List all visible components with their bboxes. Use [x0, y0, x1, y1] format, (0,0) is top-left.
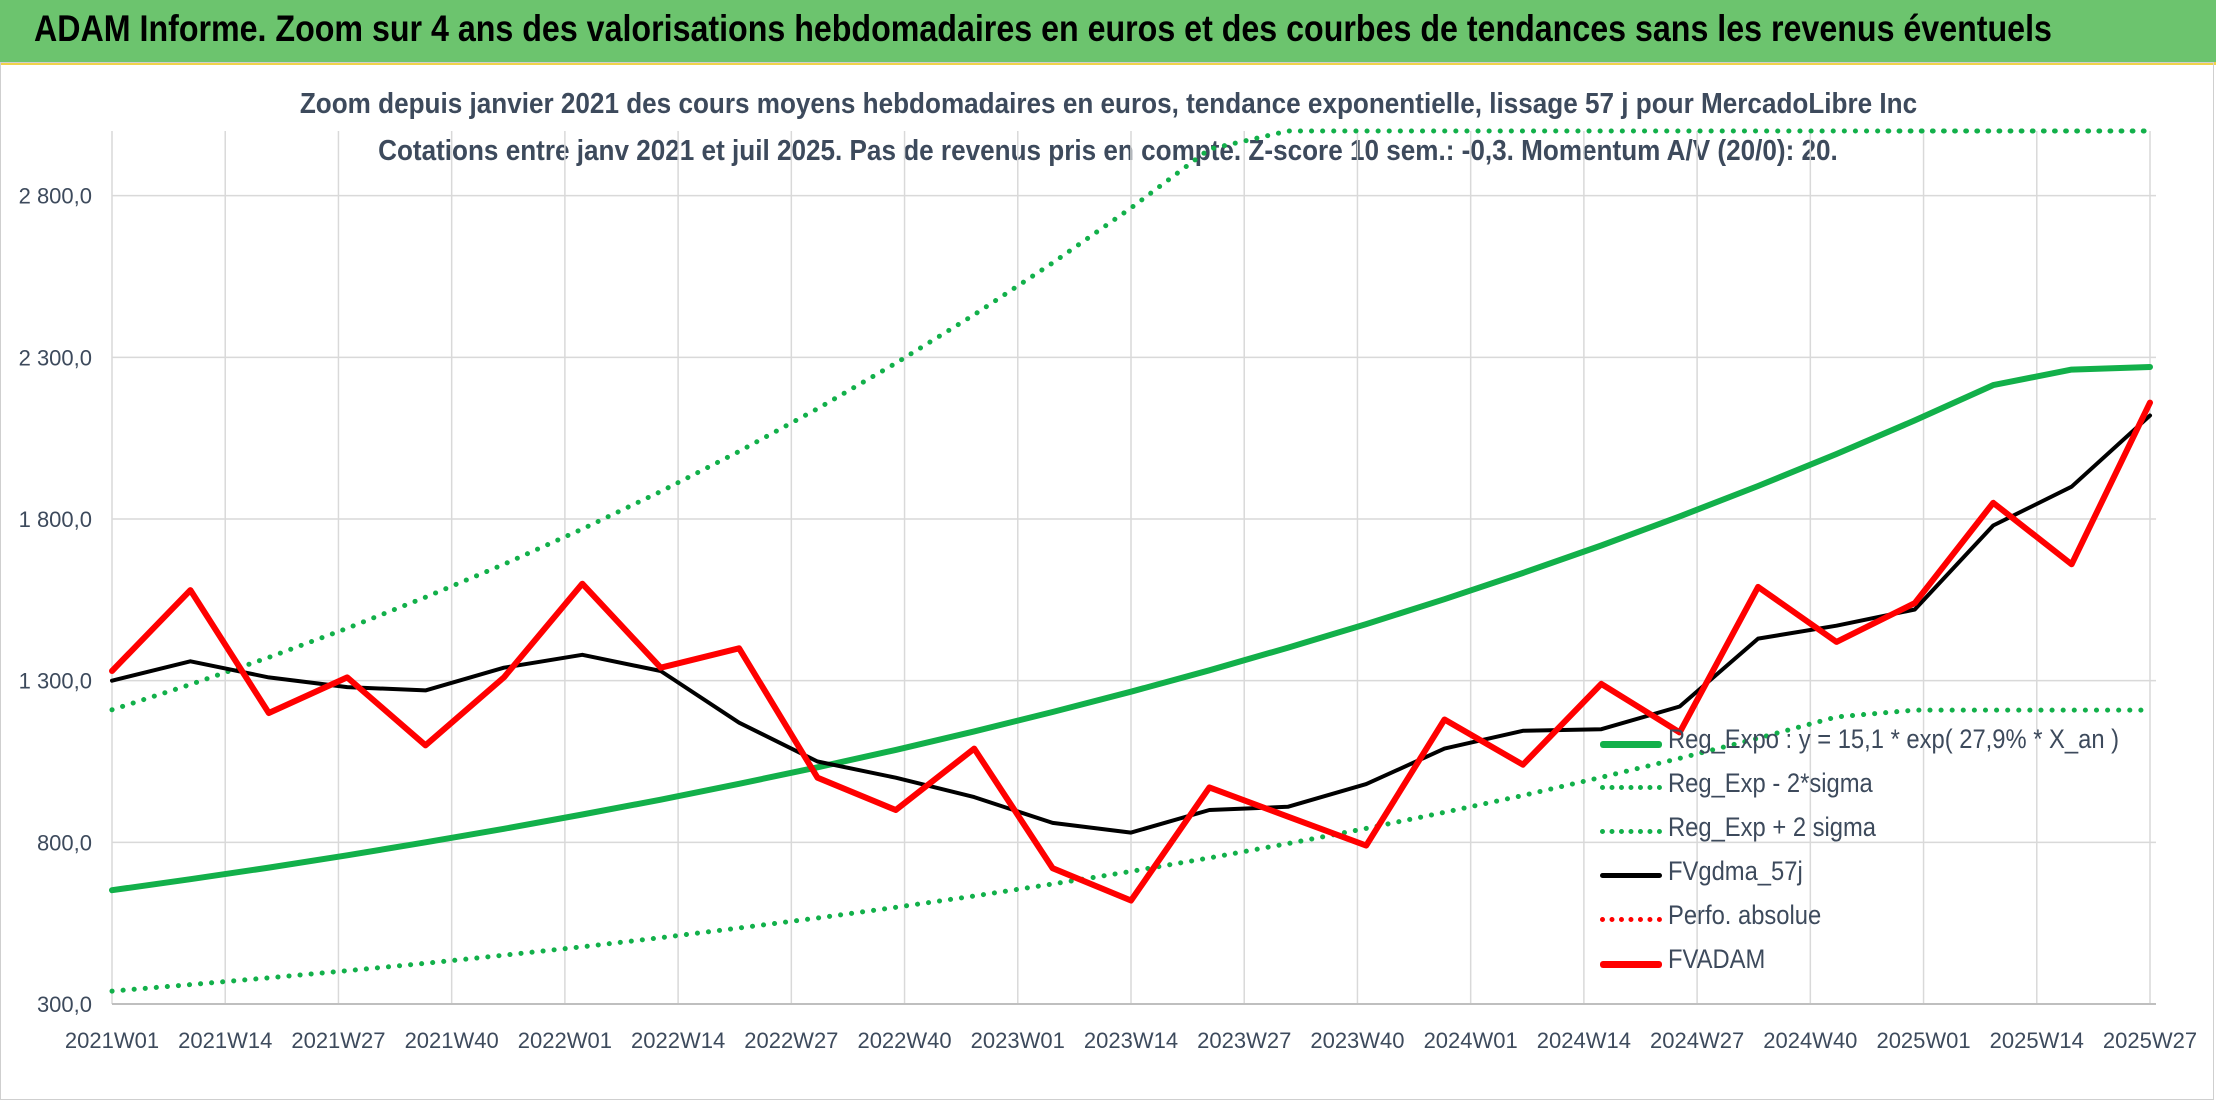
series-line-2: [109, 128, 2153, 713]
y-tick-label: 2 300,0: [19, 345, 92, 370]
y-tick-label: 1 800,0: [19, 507, 92, 532]
x-tick-label: 2025W27: [2103, 1028, 2197, 1053]
y-tick-label: 1 300,0: [19, 669, 92, 694]
legend-swatch: [1600, 961, 1662, 968]
x-tick-label: 2021W01: [65, 1028, 159, 1053]
x-tick-label: 2022W01: [518, 1028, 612, 1053]
x-tick-label: 2024W14: [1537, 1028, 1631, 1053]
x-tick-label: 2023W27: [1197, 1028, 1291, 1053]
legend: Reg_Expo : y = 15,1 * exp( 27,9% * X_an …: [1596, 722, 2156, 986]
x-tick-label: 2025W14: [1990, 1028, 2084, 1053]
x-tick-label: 2024W01: [1424, 1028, 1518, 1053]
x-tick-label: 2021W14: [178, 1028, 272, 1053]
x-tick-label: 2022W14: [631, 1028, 725, 1053]
x-tick-label: 2024W27: [1650, 1028, 1744, 1053]
report-banner: ADAM Informe. Zoom sur 4 ans des valoris…: [0, 0, 2216, 65]
legend-label: Perfo. absolue: [1668, 900, 1822, 930]
series-line-0: [109, 364, 2153, 894]
series-line-3: [110, 413, 2152, 835]
legend-label: Reg_Exp - 2*sigma: [1668, 768, 1873, 798]
chart-subtitle-wrapper: Cotations entre janv 2021 et juil 2025. …: [0, 135, 2216, 168]
legend-label: Reg_Expo : y = 15,1 * exp( 27,9% * X_an …: [1668, 724, 2120, 754]
series-line-1: [109, 707, 2153, 994]
x-tick-label: 2022W27: [744, 1028, 838, 1053]
legend-item: Reg_Expo : y = 15,1 * exp( 27,9% * X_an …: [1596, 722, 2156, 766]
chart-title: Zoom depuis janvier 2021 des cours moyen…: [299, 88, 1917, 120]
legend-item: FVADAM: [1596, 942, 2156, 986]
legend-item: Perfo. absolue: [1596, 898, 2156, 942]
y-tick-label: 800,0: [37, 830, 92, 855]
series-line-5: [109, 399, 2153, 904]
legend-label: FVADAM: [1668, 944, 1766, 974]
y-tick-label: 2 800,0: [19, 184, 92, 209]
legend-swatch: [1600, 873, 1662, 878]
x-tick-label: 2021W27: [291, 1028, 385, 1053]
legend-swatch: [1600, 917, 1662, 922]
chart-title-wrapper: Zoom depuis janvier 2021 des cours moyen…: [0, 88, 2216, 121]
legend-item: Reg_Exp - 2*sigma: [1596, 766, 2156, 810]
x-tick-label: 2024W40: [1763, 1028, 1857, 1053]
legend-item: FVgdma_57j: [1596, 854, 2156, 898]
x-tick-label: 2023W01: [971, 1028, 1065, 1053]
tick-labels: 300,0 800,0 1 300,0 1 800,0 2 300,0 2 800,0 20…: [19, 184, 2198, 1053]
legend-item: Reg_Exp + 2 sigma: [1596, 810, 2156, 854]
y-tick-label: 300,0: [37, 992, 92, 1017]
series-lines: [109, 128, 2153, 994]
x-tick-label: 2022W40: [857, 1028, 951, 1053]
x-tick-label: 2023W14: [1084, 1028, 1178, 1053]
report-title: ADAM Informe. Zoom sur 4 ans des valoris…: [34, 8, 2052, 49]
x-tick-label: 2023W40: [1310, 1028, 1404, 1053]
x-tick-label: 2021W40: [405, 1028, 499, 1053]
legend-swatch: [1600, 829, 1662, 834]
chart-frame: [0, 62, 2214, 1100]
x-tick-label: 2025W01: [1876, 1028, 1970, 1053]
legend-swatch: [1600, 785, 1662, 790]
legend-label: Reg_Exp + 2 sigma: [1668, 812, 1877, 842]
legend-label: FVgdma_57j: [1668, 856, 1803, 886]
legend-swatch: [1600, 741, 1662, 748]
chart-subtitle: Cotations entre janv 2021 et juil 2025. …: [378, 135, 1838, 167]
